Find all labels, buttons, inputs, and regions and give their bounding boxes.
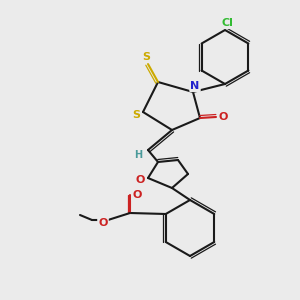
Text: S: S	[132, 110, 140, 120]
Text: H: H	[134, 150, 142, 160]
Text: O: O	[98, 218, 108, 228]
Text: O: O	[135, 175, 145, 185]
Text: S: S	[142, 52, 150, 62]
Text: O: O	[132, 190, 142, 200]
Text: N: N	[190, 81, 200, 91]
Text: Cl: Cl	[221, 18, 233, 28]
Text: O: O	[218, 112, 228, 122]
